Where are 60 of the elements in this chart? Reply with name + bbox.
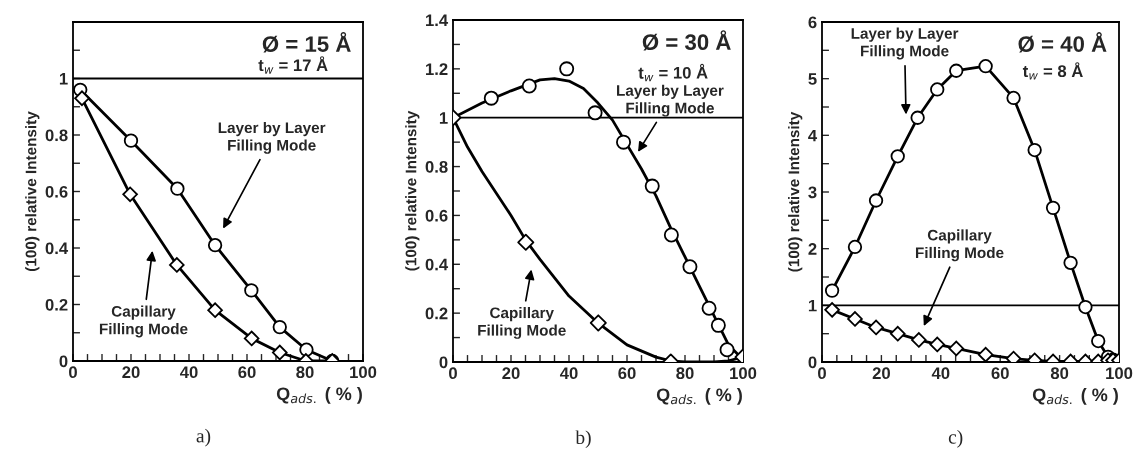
annotation: Ø = 40 Å: [1018, 32, 1107, 53]
y-tick-label: 6: [808, 16, 817, 29]
y-tick-label: 0.8: [425, 160, 448, 173]
y-tick-label: 0.2: [45, 298, 68, 311]
x-tick-label: 0: [818, 367, 826, 380]
x-tick-label: 80: [676, 367, 694, 380]
x-tick-label: 80: [1050, 367, 1069, 380]
annotation: Layer by Layer Filling Mode: [218, 121, 326, 154]
x-tick-label: 20: [502, 367, 520, 380]
y-tick-label: 0: [439, 356, 448, 369]
text: c): [948, 430, 963, 448]
x-tick-label: 40: [931, 367, 950, 380]
annotation: Capillary Filling Mode: [478, 306, 566, 339]
y-tick-label: 0.4: [45, 242, 69, 255]
annotation: t$_{w}$ = 8 Å: [1022, 62, 1083, 80]
annotation: Ø = 30 Å: [642, 30, 731, 51]
x-tick-label: 0: [449, 367, 457, 380]
x-tick-label: 100: [1106, 367, 1133, 380]
y-tick-label: 1.2: [426, 63, 448, 75]
x-tick-label: 100: [350, 366, 377, 379]
x-tick-label: 100: [730, 367, 757, 380]
x-tick-label: 0: [69, 366, 77, 379]
y-tick-label: 1: [808, 299, 817, 312]
x-tick-label: 80: [296, 366, 314, 379]
y-tick-label: 2: [808, 243, 817, 255]
annotation: t$_{w}$ = 10 Å: [638, 63, 708, 82]
y-axis-title: (100) relative Intensity: [788, 111, 803, 272]
text: a): [196, 428, 211, 447]
annotation: Layer by Layer Filling Mode: [851, 27, 959, 60]
y-tick-label: 4: [808, 129, 818, 142]
y-tick-label: 1: [439, 112, 448, 124]
y-tick-label: 0.6: [425, 209, 448, 222]
y-tick-label: 0.6: [45, 185, 68, 198]
x-tick-label: 60: [991, 367, 1009, 380]
y-tick-label: 0.4: [425, 258, 449, 271]
text: b): [575, 430, 591, 449]
x-tick-label: 60: [618, 367, 636, 380]
y-tick-label: 5: [808, 73, 817, 85]
annotation: t$_{w}$ = 17 Å: [258, 56, 328, 74]
y-tick-label: 0.2: [425, 307, 448, 320]
x-axis-title: Q$_{ads.}$ ( % ): [656, 387, 742, 405]
x-tick-label: 20: [122, 366, 140, 379]
x-axis-title: Q$_{ads.}$ ( % ): [1032, 387, 1118, 405]
y-tick-label: 1: [59, 73, 68, 85]
y-axis-title: (100) relative Intensity: [25, 111, 40, 271]
x-tick-label: 60: [238, 366, 256, 379]
y-tick-label: 3: [808, 186, 817, 199]
x-axis-title: Q$_{ads.}$ ( % ): [276, 386, 362, 404]
y-axis-title: (100) relative Intensity: [405, 110, 420, 271]
annotation: Capillary Filling Mode: [99, 305, 188, 338]
annotation: Ø = 15 Å: [262, 32, 351, 53]
y-tick-label: 0: [808, 356, 817, 369]
y-tick-label: 0.8: [45, 129, 68, 142]
y-tick-label: 0: [59, 355, 68, 368]
y-tick-label: 1.4: [426, 14, 449, 27]
annotation: Capillary Filling Mode: [915, 229, 1004, 262]
x-tick-label: 40: [179, 366, 198, 379]
x-tick-label: 20: [872, 367, 890, 380]
annotation: Layer by Layer Filling Mode: [617, 84, 724, 117]
x-tick-label: 40: [559, 367, 578, 380]
